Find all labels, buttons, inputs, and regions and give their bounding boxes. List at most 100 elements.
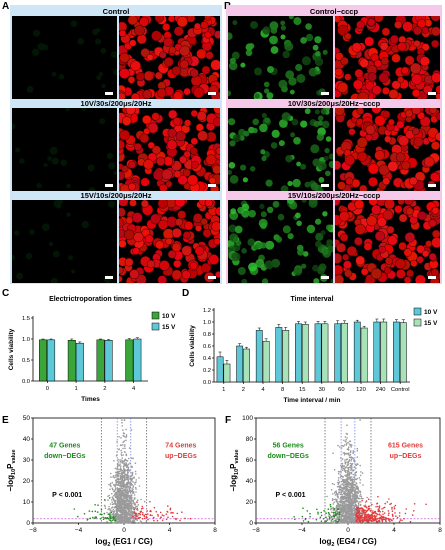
gene-point [120,459,123,461]
gene-point [372,510,374,512]
gene-point [128,503,130,505]
cell [163,37,173,47]
gene-point [342,514,345,517]
cell [313,120,320,128]
gene-point [132,516,134,518]
cell [282,225,291,234]
gene-point [112,488,114,491]
gene-point [367,515,370,517]
cell [51,71,57,77]
gene-point [115,504,118,506]
y-tick-label: 60 [246,457,254,464]
gene-point [345,500,348,502]
gene-point [332,521,334,524]
gene-point [347,507,349,509]
gene-point [120,449,122,452]
gene-point [134,504,136,506]
cell [25,252,33,260]
bar-15V-0 [47,339,56,382]
cell [193,86,205,98]
gene-point [130,484,133,486]
scale-bar [208,92,216,95]
gene-point [338,513,341,516]
gene-point [117,499,119,501]
cell [167,250,177,259]
gene-point [340,521,342,523]
cell [395,258,406,270]
cell [135,72,145,82]
gene-point [371,514,373,517]
gene-point [115,515,117,517]
gene-point [336,485,339,488]
cell [291,118,299,126]
cell [264,88,270,94]
gene-point [103,512,106,515]
gene-point [127,492,129,495]
gene-point [131,510,134,513]
gene-point [137,504,140,506]
gene-point [341,480,343,483]
gene-point [350,503,353,506]
cell [193,22,202,30]
gene-point [337,470,340,473]
cell [314,109,320,115]
micrograph-b-row1-red [335,16,440,99]
gene-point [348,483,351,486]
gene-point [124,514,127,516]
cell [395,152,406,163]
micrograph-image [12,200,116,283]
gene-point [322,518,325,520]
gene-point [341,462,344,465]
cell [125,216,134,225]
cell [263,81,270,88]
gene-point [348,521,351,523]
gene-point [339,506,341,508]
gene-point [351,510,354,512]
gene-point [351,482,354,484]
cell [159,183,168,191]
cell [404,55,415,66]
cell [346,245,358,257]
gene-point [340,499,342,502]
cell [65,108,70,112]
gene-point [317,511,319,514]
gene-point [347,500,350,503]
cell [316,133,324,141]
gene-point [354,502,357,504]
gene-point [347,466,350,469]
cell [320,108,327,115]
gene-point [123,419,126,421]
gene-point [130,429,133,431]
gene-point [359,482,361,484]
cell [431,26,440,37]
down-deg-points [73,497,117,522]
micrograph-a-row2-red [119,108,220,191]
gene-point [121,474,124,477]
gene-point [109,512,112,515]
gene-point [145,515,148,518]
gene-point [344,506,346,508]
gene-point [119,459,121,461]
gene-point [73,508,76,510]
gene-point [391,510,394,512]
gene-point [138,485,141,487]
gene-point [122,429,124,431]
cell [301,263,307,269]
gene-point [136,501,138,503]
y-tick-label: 0.8 [203,332,211,338]
gene-point [338,489,340,491]
cell [144,234,154,244]
gene-point [329,503,332,506]
gene-point [345,444,348,446]
cell [305,23,312,30]
gene-point [117,480,120,483]
gene-point [92,516,94,519]
cell [159,260,170,271]
gene-point [355,471,358,473]
gene-point [345,478,347,481]
gene-point [344,492,347,494]
gene-point [359,491,361,493]
x-axis-label: log2 (EG4 / CG) [319,537,377,548]
gene-point [122,512,124,514]
micrograph-image [335,108,440,191]
